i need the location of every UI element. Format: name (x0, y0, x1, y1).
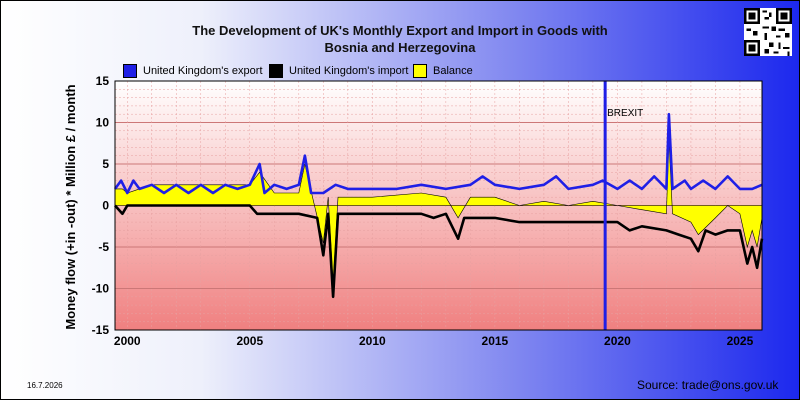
y-tick-label: -15 (92, 323, 110, 337)
legend-item-import: United Kingdom's import (269, 63, 409, 79)
x-tick-label: 2000 (114, 334, 141, 348)
footer-source: Source: trade@ons.gov.uk (637, 378, 779, 392)
legend-swatch-export (123, 64, 137, 78)
x-tick-label: 2015 (482, 334, 509, 348)
series-import-line (114, 204, 764, 299)
x-tick-label: 2020 (604, 334, 631, 348)
x-tick-label: 2005 (236, 334, 263, 348)
footer-date: 16.7.2026 (27, 381, 63, 390)
y-tick-label: 0 (102, 199, 109, 213)
x-tick-label: 2025 (727, 334, 754, 348)
qr-code-icon (744, 8, 792, 56)
chart-title-line-2: Bosnia and Herzegovina (324, 40, 476, 55)
y-tick-label: 10 (96, 116, 110, 130)
legend-label-export: United Kingdom's export (143, 65, 263, 77)
legend-label-import: United Kingdom's import (289, 65, 409, 77)
y-tick-label: -10 (92, 282, 110, 296)
y-axis-label: Money flow (+in -out) * Million £ / mont… (63, 84, 78, 329)
balance-area (114, 139, 763, 285)
legend-item-balance: Balance (413, 63, 473, 79)
y-tick-label: -5 (98, 240, 109, 254)
chart-title-line-1: The Development of UK's Monthly Export a… (192, 23, 608, 38)
legend-label-balance: Balance (433, 65, 473, 77)
brexit-marker: BREXIT (603, 81, 643, 330)
x-tick-label: 2010 (359, 334, 386, 348)
axes: 15 10 5 0 -5 -10 -15 2000 2005 2010 2015 2020 2025 (92, 74, 763, 348)
legend-item-export: United Kingdom's export (123, 63, 263, 79)
legend-swatch-balance (413, 64, 427, 78)
series-balance-area (114, 139, 763, 285)
brexit-label: BREXIT (607, 108, 643, 119)
y-tick-label: 5 (102, 157, 109, 171)
series-export-line (113, 112, 763, 195)
legend-swatch-import (269, 64, 283, 78)
chart-title: The Development of UK's Monthly Export a… (120, 22, 680, 56)
plot-border (114, 80, 763, 331)
y-tick-label: 15 (96, 74, 110, 88)
series-lines (113, 112, 764, 299)
